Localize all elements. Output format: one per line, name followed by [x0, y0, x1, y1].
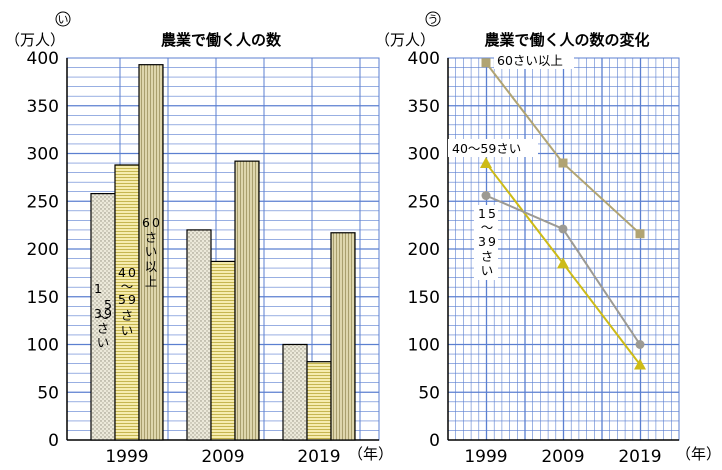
- bar-chart-panel: い （万人） 農業で働く人の数 050100150200250300350400…: [5, 11, 393, 467]
- line-chart-x-unit: （年）: [676, 445, 721, 463]
- bar-chart-title: 農業で働く人の数: [161, 31, 282, 49]
- bar-series-label-char: 9: [104, 306, 112, 321]
- line-chart-unit: （万人）: [375, 31, 435, 49]
- circle-marker-icon: [481, 191, 491, 201]
- bar-x-tick-label: 2019: [297, 447, 340, 467]
- line-series-label-char: い: [481, 263, 494, 278]
- bar-1-2: [306, 361, 332, 441]
- line-series-label-40-59: 40〜59さい: [452, 141, 521, 156]
- bar-y-tick-label: 350: [27, 97, 59, 117]
- line-y-tick-label: 50: [418, 383, 440, 403]
- bar-series-label-char: 0: [152, 215, 160, 230]
- circled-u-mark-icon: [425, 11, 441, 27]
- line-chart-panel: う （万人） 農業で働く人の数の変化 050100150200250300350…: [375, 11, 721, 467]
- line-y-tick-label: 200: [408, 240, 440, 260]
- bar-chart-y-ticks: 0 50 100 150 200 250 300 350 400: [27, 49, 59, 451]
- circle-marker-icon: [635, 340, 645, 349]
- bar-series-label-char: 5: [118, 292, 126, 307]
- bar-x-tick-label: 1999: [105, 447, 148, 467]
- bar-series-label-char: 〜: [97, 310, 110, 325]
- triangle-marker-icon: [634, 358, 646, 370]
- bar-series-label-char: い: [121, 323, 134, 338]
- bar-series-label-char: さ: [121, 308, 134, 323]
- bar-series-label-char: 1: [94, 281, 102, 296]
- triangle-marker-icon: [557, 257, 569, 269]
- line-series-label-char: 〜: [481, 220, 494, 235]
- bar-0-1: [186, 229, 212, 441]
- square-marker-icon: [558, 158, 568, 168]
- bar-series-label-15-39: 15〜3 9さい: [94, 281, 112, 350]
- triangle-marker-icon: [480, 157, 492, 169]
- line-chart-series-labels: 60さい以上 40〜59さい 1 5〜3 9さい: [448, 51, 574, 280]
- line-y-tick-label: 400: [408, 49, 440, 69]
- bar-y-tick-label: 0: [48, 431, 59, 451]
- bar-y-tick-label: 250: [27, 192, 59, 212]
- bar-series-label-char: 5: [104, 297, 112, 312]
- line-chart-x-ticks: 1999 2009 2019: [464, 447, 661, 467]
- bar-series-label-char: 4: [118, 265, 126, 280]
- bar-series-label-char: 上: [145, 274, 158, 289]
- line-chart-mark: う: [428, 13, 439, 26]
- line-x-tick-label: 2009: [541, 447, 584, 467]
- bar-series-label-60: 6 0さい以上: [142, 215, 160, 289]
- bar-chart-x-unit: （年）: [348, 445, 393, 463]
- line-y-tick-label: 100: [408, 336, 440, 356]
- square-marker-icon: [481, 58, 491, 68]
- line-label-15-39-bg: [474, 205, 498, 280]
- line-label-40-59-bg: [448, 139, 538, 157]
- bar-series-label-char: 0: [128, 265, 136, 280]
- line-y-tick-label: 350: [408, 97, 440, 117]
- bar-2-2: [330, 232, 356, 441]
- bar-series-label-char: い: [97, 335, 110, 350]
- bar-series-label-char: い: [145, 244, 158, 259]
- line-y-tick-label: 150: [408, 288, 440, 308]
- bar-series-label-char: さ: [97, 321, 110, 336]
- bar-x-tick-label: 2009: [201, 447, 244, 467]
- line-series-label-char: 5: [488, 206, 496, 221]
- line-y-tick-label: 250: [408, 192, 440, 212]
- bar-2-0: [138, 64, 164, 441]
- bar-y-tick-label: 400: [27, 49, 59, 69]
- line-label-60-bg: [494, 51, 574, 69]
- line-series-label-60: 60さい以上: [497, 53, 563, 68]
- line-series-label-char: 1: [478, 206, 486, 221]
- line-series-label-char: さ: [481, 249, 494, 264]
- line-chart-series: [480, 58, 646, 370]
- bar-chart-mark: い: [58, 13, 69, 26]
- bar-1-1: [210, 260, 236, 441]
- bar-series-label-char: さ: [145, 230, 158, 245]
- line-series-label-char: 3: [478, 234, 486, 249]
- line-y-tick-label: 0: [429, 431, 440, 451]
- line-y-tick-label: 300: [408, 145, 440, 165]
- line-chart-title: 農業で働く人の数の変化: [484, 31, 649, 49]
- line-x-tick-label: 2019: [618, 447, 661, 467]
- bar-series-label-40-59: 4 0〜5 9さい: [118, 265, 136, 338]
- bar-series-label-char: 9: [128, 292, 136, 307]
- bar-y-tick-label: 50: [37, 383, 59, 403]
- line-chart-y-ticks: 0 50 100 150 200 250 300 350 400: [408, 49, 440, 451]
- bar-chart-bars: [90, 64, 356, 441]
- bar-y-tick-label: 150: [27, 288, 59, 308]
- circle-marker-icon: [558, 224, 568, 234]
- line-series-label-char: 9: [488, 234, 496, 249]
- bar-chart-x-ticks: 1999 2009 2019: [105, 447, 340, 467]
- bar-series-label-char: 以: [145, 259, 158, 274]
- circled-i-mark-icon: [55, 11, 71, 27]
- bar-y-tick-label: 100: [27, 336, 59, 356]
- line-series-label-15-39: 1 5〜3 9さい: [478, 206, 496, 278]
- bar-0-2: [282, 343, 308, 441]
- bar-2-1: [234, 160, 260, 441]
- bar-y-tick-label: 200: [27, 240, 59, 260]
- line-x-tick-label: 1999: [464, 447, 507, 467]
- bar-1-0: [114, 164, 140, 441]
- square-marker-icon: [635, 229, 645, 239]
- bar-y-tick-label: 300: [27, 145, 59, 165]
- bar-series-label-char: 3: [94, 306, 102, 321]
- bar-series-label-char: 6: [142, 215, 150, 230]
- bar-series-label-char: 〜: [121, 279, 134, 294]
- bar-chart-unit: （万人）: [5, 31, 65, 49]
